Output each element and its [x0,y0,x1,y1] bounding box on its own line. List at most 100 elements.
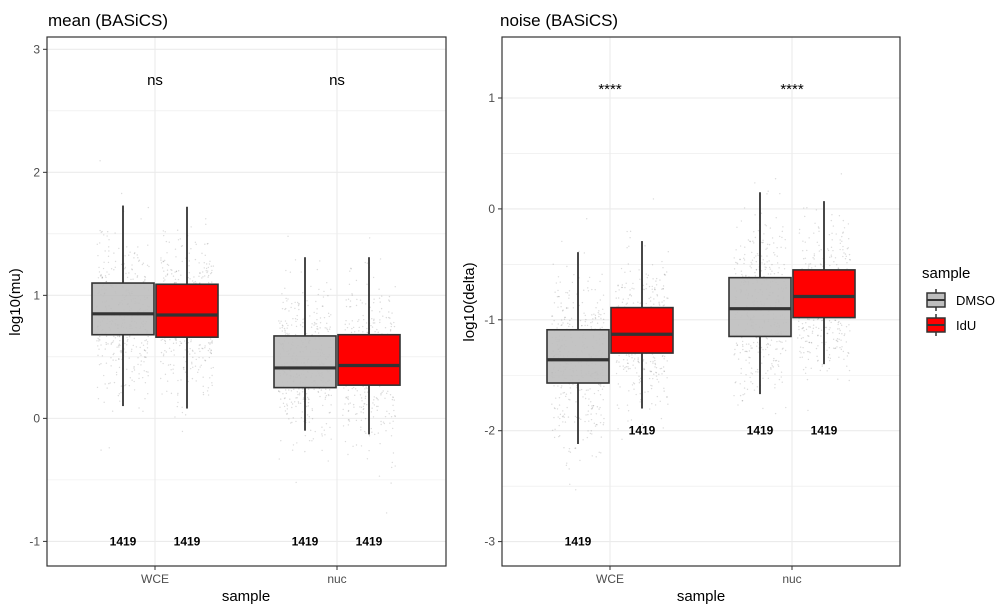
data-point [615,297,617,299]
data-point [347,396,349,398]
data-point [164,349,166,352]
data-point [842,350,845,353]
data-point [284,287,286,290]
data-point [209,351,212,353]
data-point [372,301,375,304]
data-point [590,430,592,432]
data-point [818,227,820,229]
data-point [118,335,121,337]
data-point [806,318,809,320]
data-point [202,357,204,359]
data-point [553,407,556,409]
data-point [378,475,381,477]
data-point [639,393,641,395]
data-point [202,385,204,388]
data-point [310,326,313,328]
data-point [116,346,118,348]
data-point [658,373,660,376]
data-point [381,391,383,394]
data-point [344,440,347,443]
data-point [839,248,841,251]
data-point [162,280,165,282]
x-tick-label-nuc: nuc [782,572,801,586]
data-point [820,335,822,337]
data-point [187,276,189,279]
data-point [618,361,620,363]
data-point [285,297,287,300]
data-point [615,361,618,363]
data-point [753,389,756,391]
data-point [750,261,752,264]
data-point [347,424,350,426]
data-point [770,367,772,369]
data-point [324,396,327,399]
data-point [111,341,114,344]
data-point [393,409,395,412]
data-point [141,263,144,266]
data-point [120,391,122,394]
data-point [639,401,641,403]
data-point [807,335,809,337]
data-point [166,263,169,266]
data-point [638,379,641,381]
data-point [317,391,320,393]
data-point [391,466,393,469]
data-point [805,263,807,265]
data-point [633,358,636,360]
data-point [628,245,630,247]
data-point [298,394,301,396]
data-point [560,386,562,389]
data-point [284,308,286,311]
data-point [99,229,101,232]
data-point [209,260,211,263]
data-point [645,287,647,290]
data-point [358,330,360,332]
data-point [164,231,166,233]
data-point [144,280,146,282]
data-point [291,406,293,409]
data-point [593,392,596,395]
data-point [354,413,357,415]
data-point [815,326,817,329]
data-point [654,287,656,289]
data-point [584,314,587,317]
data-point [652,291,654,293]
data-point [662,355,664,357]
data-point [626,404,629,406]
data-point [101,355,104,357]
data-point [813,258,815,260]
data-point [755,255,757,257]
data-point [161,393,163,395]
data-point [587,280,589,282]
data-point [561,415,564,418]
data-point [654,359,656,362]
data-point [735,381,737,383]
data-point [812,324,815,326]
data-point [817,318,819,321]
data-point [629,230,632,233]
data-point [745,359,747,361]
data-point [328,389,331,391]
data-point [132,344,134,347]
data-point [629,270,631,273]
data-point [101,276,103,278]
data-point [741,400,744,402]
data-point [347,419,350,421]
data-point [569,319,571,322]
data-point [569,399,571,401]
data-point [571,281,574,284]
data-point [654,366,656,368]
data-point [825,341,827,343]
data-point [197,369,200,371]
data-point [624,367,626,369]
data-point [848,352,850,355]
data-point [353,406,355,408]
data-point [821,365,823,367]
legend-label-dmso: DMSO [956,293,995,308]
data-point [590,413,592,415]
data-point [108,273,110,276]
data-point [198,348,200,350]
data-point [139,346,141,349]
data-point [207,242,209,245]
